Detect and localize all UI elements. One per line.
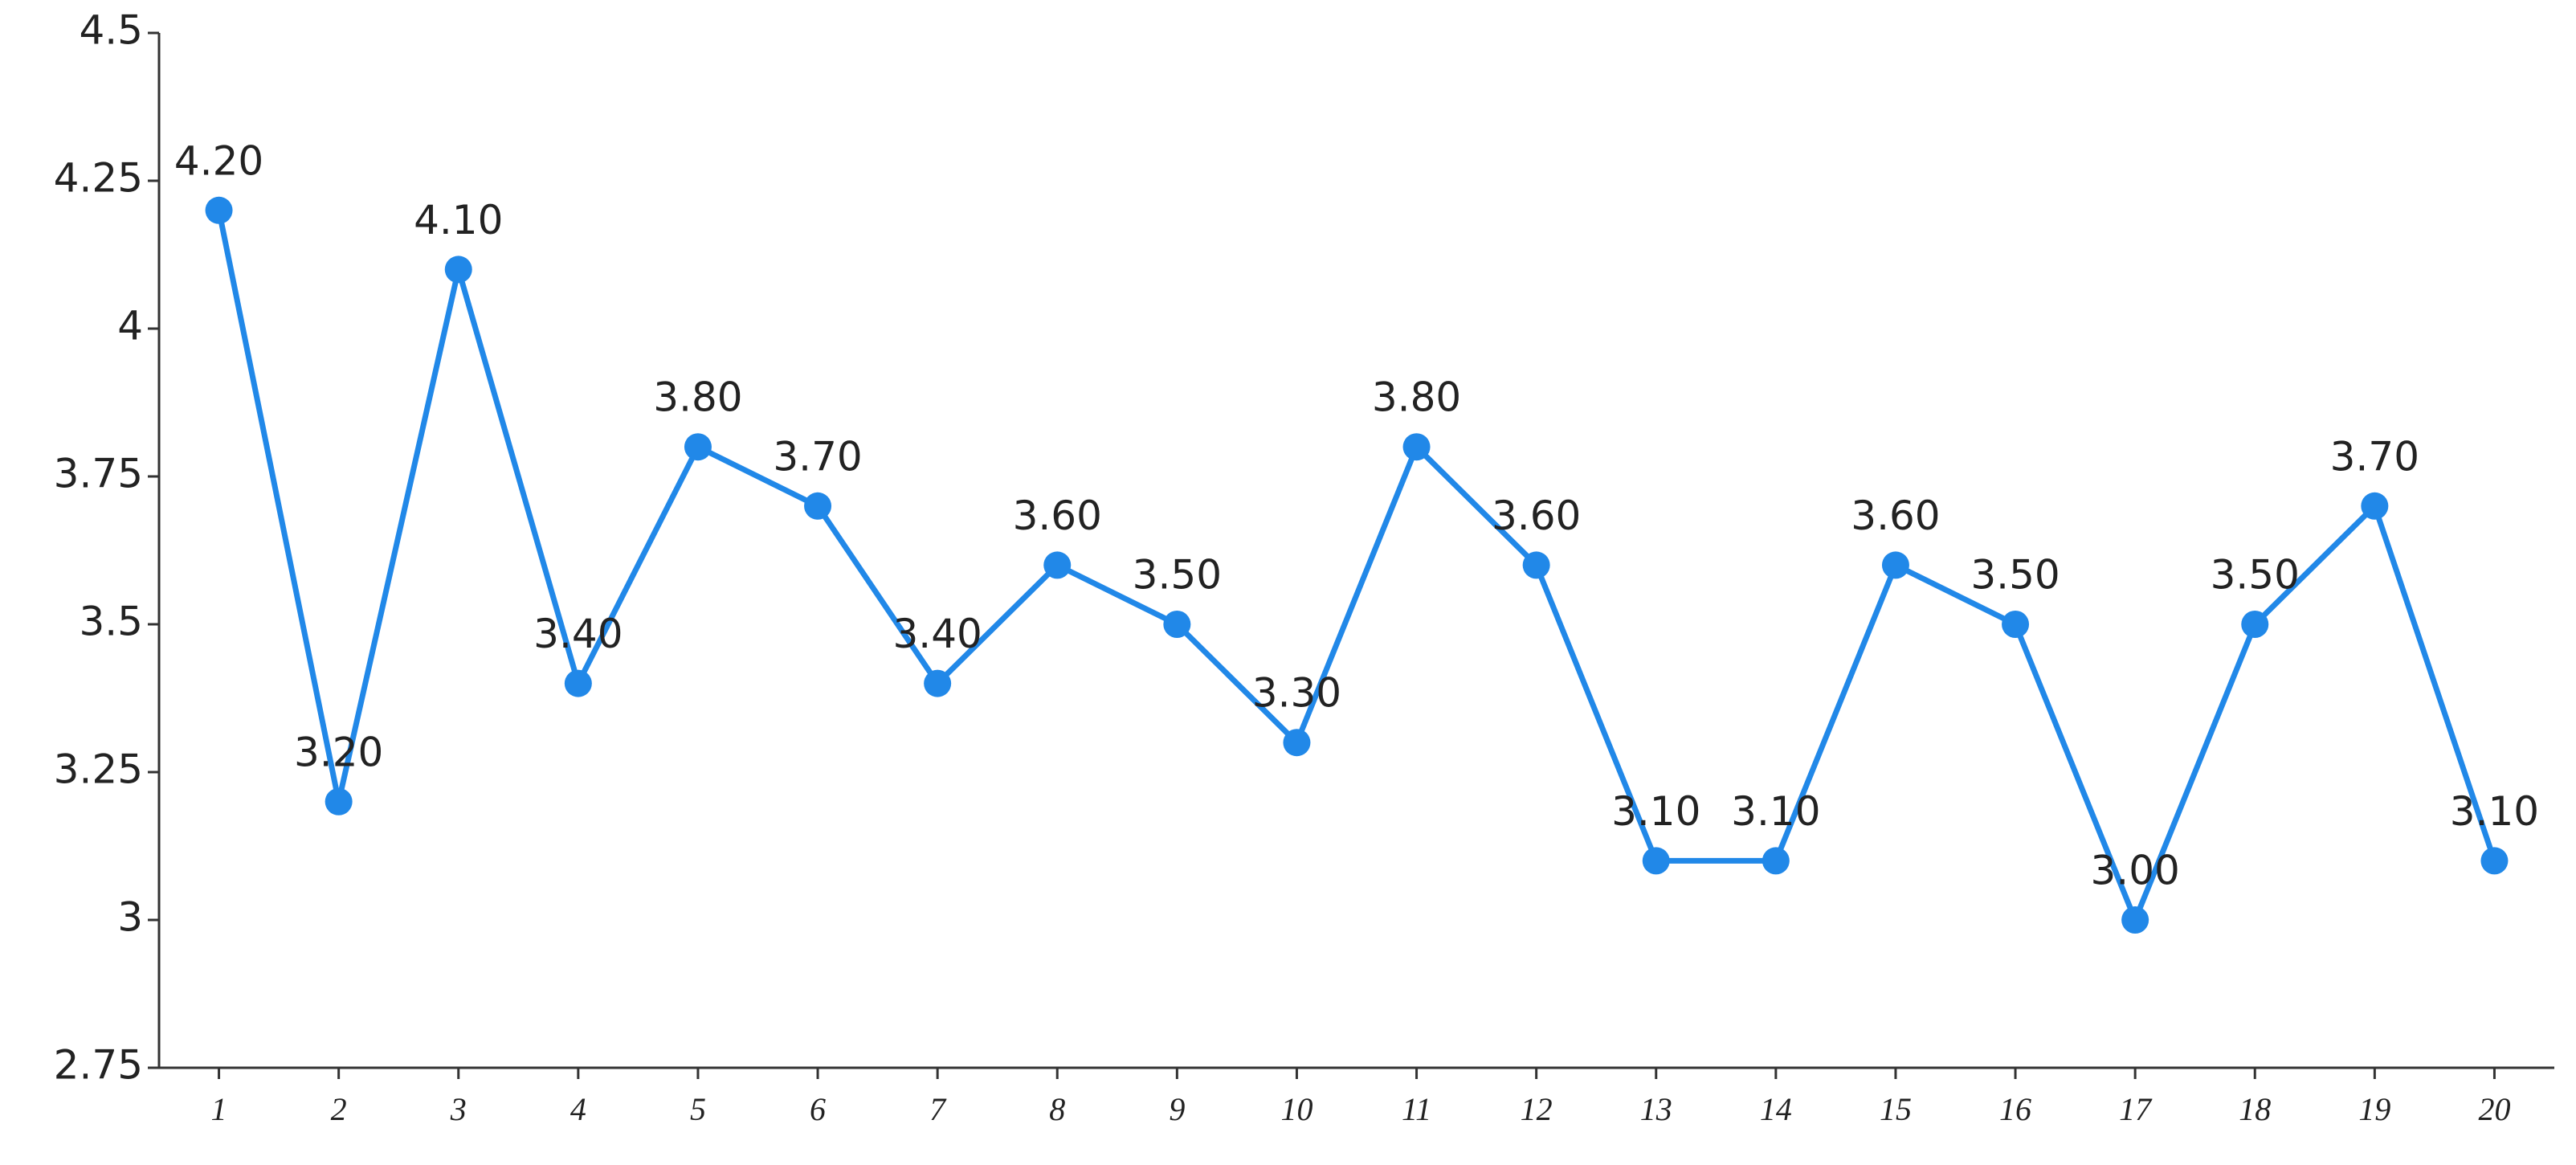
x-tick-label: 5 bbox=[690, 1091, 706, 1127]
marker bbox=[684, 433, 712, 461]
x-tick-label: 17 bbox=[2119, 1091, 2153, 1127]
y-tick-label: 2.75 bbox=[54, 1042, 143, 1089]
marker bbox=[1283, 729, 1311, 757]
marker bbox=[1402, 433, 1431, 461]
marker bbox=[444, 255, 472, 284]
data-label: 4.10 bbox=[414, 197, 503, 243]
x-tick-label: 10 bbox=[1280, 1091, 1312, 1127]
x-tick-label: 6 bbox=[810, 1091, 826, 1127]
y-tick-label: 3 bbox=[117, 894, 143, 941]
y-tick-label: 4 bbox=[117, 303, 143, 350]
x-tick-label: 20 bbox=[2478, 1091, 2510, 1127]
data-label: 3.50 bbox=[1133, 552, 1222, 599]
x-tick-label: 12 bbox=[1521, 1091, 1553, 1127]
data-label: 3.50 bbox=[2211, 552, 2300, 599]
marker bbox=[2361, 492, 2389, 520]
marker bbox=[924, 669, 952, 697]
x-tick-label: 8 bbox=[1049, 1091, 1065, 1127]
marker bbox=[1762, 847, 1790, 875]
x-tick-label: 1 bbox=[211, 1091, 227, 1127]
y-tick-label: 3.25 bbox=[54, 746, 143, 793]
marker bbox=[564, 669, 592, 697]
x-tick-label: 14 bbox=[1760, 1091, 1792, 1127]
data-label: 3.10 bbox=[1731, 788, 1820, 835]
x-tick-label: 7 bbox=[929, 1091, 947, 1127]
marker bbox=[1163, 611, 1191, 638]
marker bbox=[1642, 847, 1670, 875]
marker bbox=[804, 492, 832, 520]
x-tick-label: 9 bbox=[1169, 1091, 1185, 1127]
data-label: 3.40 bbox=[892, 611, 982, 657]
data-label: 3.00 bbox=[2090, 848, 2179, 894]
data-label: 3.70 bbox=[773, 433, 862, 480]
x-tick-label: 13 bbox=[1640, 1091, 1672, 1127]
marker bbox=[325, 787, 353, 816]
data-label: 3.10 bbox=[1611, 788, 1700, 835]
data-label: 3.70 bbox=[2330, 433, 2419, 480]
x-tick-label: 18 bbox=[2239, 1091, 2271, 1127]
data-label: 3.60 bbox=[1492, 493, 1581, 539]
marker bbox=[205, 196, 233, 224]
y-tick-label: 4.25 bbox=[54, 155, 143, 202]
data-label: 3.80 bbox=[653, 374, 742, 421]
marker bbox=[1522, 551, 1550, 579]
x-tick-label: 11 bbox=[1402, 1091, 1431, 1127]
x-tick-label: 2 bbox=[331, 1091, 347, 1127]
marker bbox=[2121, 906, 2149, 934]
data-label: 4.20 bbox=[174, 137, 263, 184]
y-tick-label: 4.5 bbox=[79, 7, 143, 54]
data-label: 3.20 bbox=[294, 729, 383, 775]
data-label: 3.30 bbox=[1252, 670, 1341, 717]
data-label: 3.10 bbox=[2450, 788, 2539, 835]
data-label: 3.80 bbox=[1372, 374, 1461, 421]
data-label: 3.40 bbox=[533, 611, 623, 657]
x-tick-label: 16 bbox=[1999, 1091, 2031, 1127]
x-tick-label: 3 bbox=[450, 1091, 467, 1127]
marker bbox=[2241, 611, 2269, 638]
x-tick-label: 19 bbox=[2358, 1091, 2390, 1127]
data-label: 3.50 bbox=[1970, 552, 2060, 599]
marker bbox=[2480, 847, 2509, 875]
x-tick-label: 15 bbox=[1880, 1091, 1912, 1127]
marker bbox=[1043, 551, 1072, 579]
y-tick-label: 3.5 bbox=[79, 599, 143, 645]
data-label: 3.60 bbox=[1851, 493, 1940, 539]
marker bbox=[2002, 611, 2030, 638]
y-tick-label: 3.75 bbox=[54, 451, 143, 497]
marker bbox=[1881, 551, 1909, 579]
line bbox=[216, 210, 2497, 923]
x-tick-label: 4 bbox=[570, 1091, 586, 1127]
data-label: 3.60 bbox=[1013, 493, 1102, 539]
